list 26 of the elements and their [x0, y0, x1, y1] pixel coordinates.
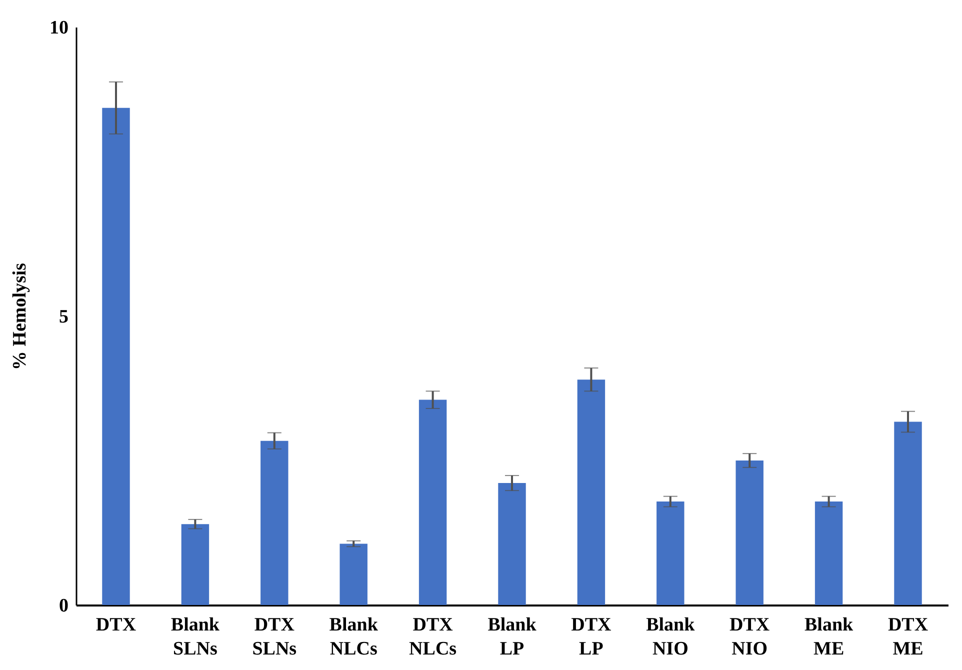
- x-tick-label: Blank ME: [804, 614, 854, 660]
- x-tick-label: DTX LP: [571, 614, 612, 660]
- x-tick-label: DTX: [96, 614, 136, 636]
- bar: [181, 524, 210, 605]
- x-tick-label: DTX ME: [888, 614, 928, 660]
- y-tick-label: 10: [50, 18, 68, 38]
- bar: [260, 440, 288, 605]
- y-axis-title: % Hemolysis: [10, 262, 30, 370]
- bar: [418, 400, 447, 605]
- bar: [814, 502, 843, 605]
- x-tick-label: DTX SLNs: [252, 614, 297, 660]
- x-tick-label: DTX NLCs: [409, 614, 457, 660]
- bar: [656, 502, 684, 605]
- bar: [577, 380, 606, 605]
- x-tick-label: Blank LP: [488, 614, 537, 660]
- x-tick-label: DTX NIO: [730, 614, 770, 660]
- bar: [498, 483, 526, 605]
- x-tick-label: Blank NIO: [646, 614, 696, 660]
- bar: [340, 544, 368, 605]
- bar: [894, 422, 922, 605]
- y-tick-label: 0: [59, 596, 68, 616]
- bar: [736, 460, 764, 605]
- bar: [102, 108, 130, 605]
- y-tick-label: 5: [59, 306, 68, 328]
- x-tick-label: Blank SLNs: [170, 614, 220, 660]
- x-tick-label: Blank NLCs: [329, 614, 378, 660]
